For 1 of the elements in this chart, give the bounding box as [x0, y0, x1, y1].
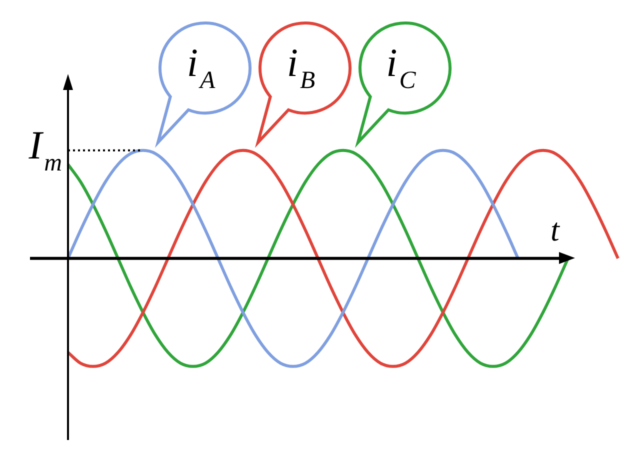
x-axis-title: t: [550, 211, 561, 248]
